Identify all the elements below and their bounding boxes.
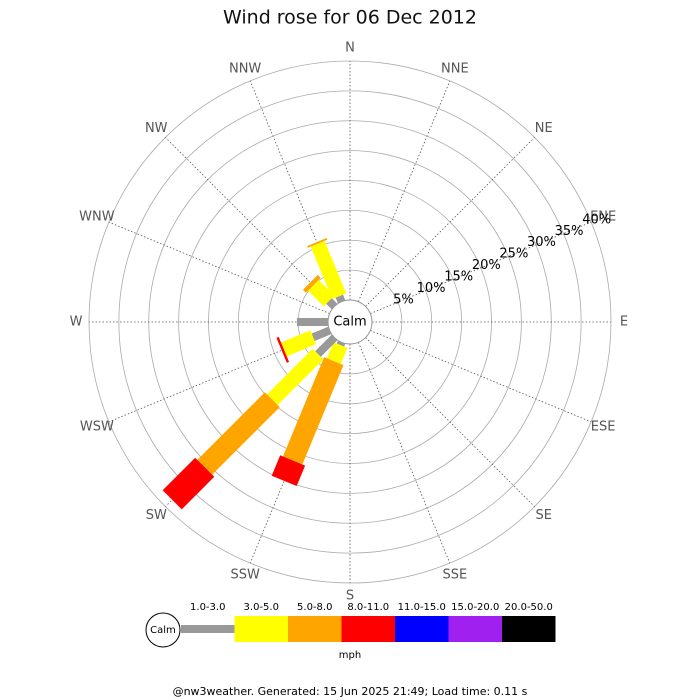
direction-label: ENE	[590, 210, 616, 225]
spoke	[370, 221, 592, 314]
bar-segment	[326, 342, 348, 364]
legend-swatch	[395, 616, 449, 642]
ring-label: 25%	[499, 247, 528, 262]
bar-segment	[326, 298, 338, 310]
direction-label: NW	[145, 121, 168, 136]
bar-segment	[276, 336, 290, 363]
legend-unit: mph	[339, 650, 361, 661]
direction-label: N	[345, 41, 355, 56]
ring-label: 20%	[472, 258, 501, 273]
bar-segment	[280, 330, 316, 357]
chart-title: Wind rose for 06 Dec 2012	[223, 7, 477, 29]
direction-label: S	[346, 589, 354, 604]
legend-label: 5.0-8.0	[297, 602, 332, 613]
spoke	[165, 137, 335, 307]
legend-swatch	[341, 616, 395, 642]
legend-label: 3.0-5.0	[244, 602, 279, 613]
bar-segment	[197, 392, 280, 475]
ring-label: 35%	[555, 224, 584, 239]
direction-label: ESE	[591, 419, 616, 434]
spoke	[108, 221, 330, 314]
direction-label: W	[70, 315, 83, 330]
ring-label: 10%	[417, 281, 446, 296]
bar-segment	[296, 318, 328, 326]
ring-label: 30%	[527, 235, 556, 250]
legend-swatch	[288, 616, 342, 642]
bar-segment	[302, 274, 321, 293]
bar-segment	[308, 280, 335, 307]
bar-segment	[307, 238, 328, 248]
bar-segment	[315, 334, 338, 357]
legend-swatch	[234, 616, 288, 642]
legend-label: 15.0-20.0	[451, 602, 499, 613]
direction-label: NE	[535, 121, 553, 136]
direction-label: WNW	[79, 210, 115, 225]
direction-label: NNE	[441, 61, 469, 76]
ring	[118, 90, 582, 554]
bar-segment	[271, 455, 306, 487]
ring	[178, 150, 522, 494]
calm-circle	[327, 299, 373, 345]
ring-label: 40%	[582, 212, 611, 227]
legend-swatch	[181, 625, 235, 633]
legend-calm	[145, 612, 181, 648]
direction-label: SE	[536, 508, 552, 523]
ring	[237, 209, 463, 435]
legend-calm-label: Calm	[150, 625, 176, 636]
bar-segment	[162, 457, 215, 510]
ring-label: 15%	[444, 269, 473, 284]
spoke	[358, 80, 451, 302]
spoke	[370, 330, 592, 423]
spoke	[358, 342, 451, 564]
bar-segment	[336, 340, 346, 347]
direction-label: SSE	[442, 568, 467, 583]
footer: @nw3weather. Generated: 15 Jun 2025 21:4…	[173, 685, 528, 698]
legend-label: 1.0-3.0	[190, 602, 225, 613]
direction-label: SW	[146, 508, 167, 523]
spoke	[365, 137, 535, 307]
ring-label: 5%	[393, 292, 414, 307]
direction-label: WSW	[80, 419, 114, 434]
bar-segment	[311, 326, 332, 341]
calm-label: Calm	[333, 315, 366, 330]
direction-label: NNW	[229, 61, 261, 76]
direction-label: E	[620, 315, 628, 330]
legend-swatch	[448, 616, 502, 642]
legend-swatch	[502, 616, 556, 642]
bar-segment	[267, 348, 324, 405]
direction-label: SSW	[230, 568, 260, 583]
bar-segment	[282, 357, 344, 465]
legend-label: 20.0-50.0	[505, 602, 553, 613]
legend-label: 11.0-15.0	[398, 602, 446, 613]
bar-segment	[310, 240, 347, 300]
legend-label: 8.0-11.0	[347, 602, 389, 613]
spoke	[365, 337, 535, 507]
